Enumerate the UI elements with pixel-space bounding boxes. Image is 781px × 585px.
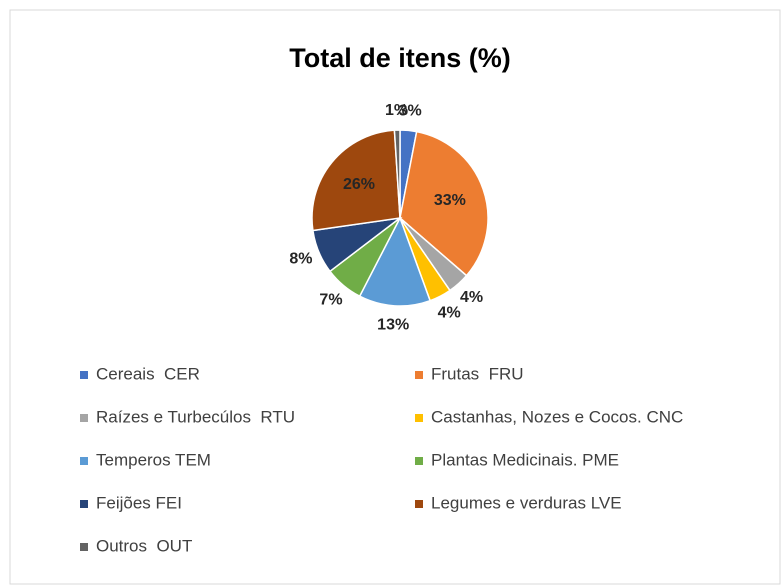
legend-label: Outros OUT: [96, 536, 192, 555]
data-label: 26%: [343, 176, 375, 193]
chart-title: Total de itens (%): [289, 43, 511, 73]
legend-marker: [80, 457, 88, 465]
legend-marker: [80, 414, 88, 422]
legend-label: Cereais CER: [96, 364, 200, 383]
pie-slice: [311, 129, 401, 232]
legend-marker: [415, 414, 423, 422]
legend-label: Frutas FRU: [431, 364, 524, 383]
data-label: 13%: [377, 316, 409, 333]
pie-slice: [393, 129, 401, 219]
legend-label: Castanhas, Nozes e Cocos. CNC: [431, 407, 683, 426]
data-label: 7%: [319, 291, 342, 308]
data-label: 3%: [399, 102, 422, 119]
data-label: 33%: [434, 192, 466, 209]
pie-slice: [399, 130, 489, 277]
data-label: 4%: [460, 289, 483, 306]
legend-marker: [80, 371, 88, 379]
data-label: 1%: [385, 102, 408, 119]
legend-label: Plantas Medicinais. PME: [431, 450, 619, 469]
legend-marker: [415, 457, 423, 465]
legend-marker: [415, 500, 423, 508]
legend-label: Raízes e Turbecúlos RTU: [96, 407, 295, 426]
legend-label: Feijões FEI: [96, 493, 182, 512]
legend-label: Temperos TEM: [96, 450, 211, 469]
legend-marker: [80, 543, 88, 551]
legend-marker: [415, 371, 423, 379]
data-label: 4%: [438, 305, 461, 322]
data-label: 8%: [289, 251, 312, 268]
pie-slice: [358, 216, 432, 307]
legend-label: Legumes e verduras LVE: [431, 493, 622, 512]
legend-marker: [80, 500, 88, 508]
